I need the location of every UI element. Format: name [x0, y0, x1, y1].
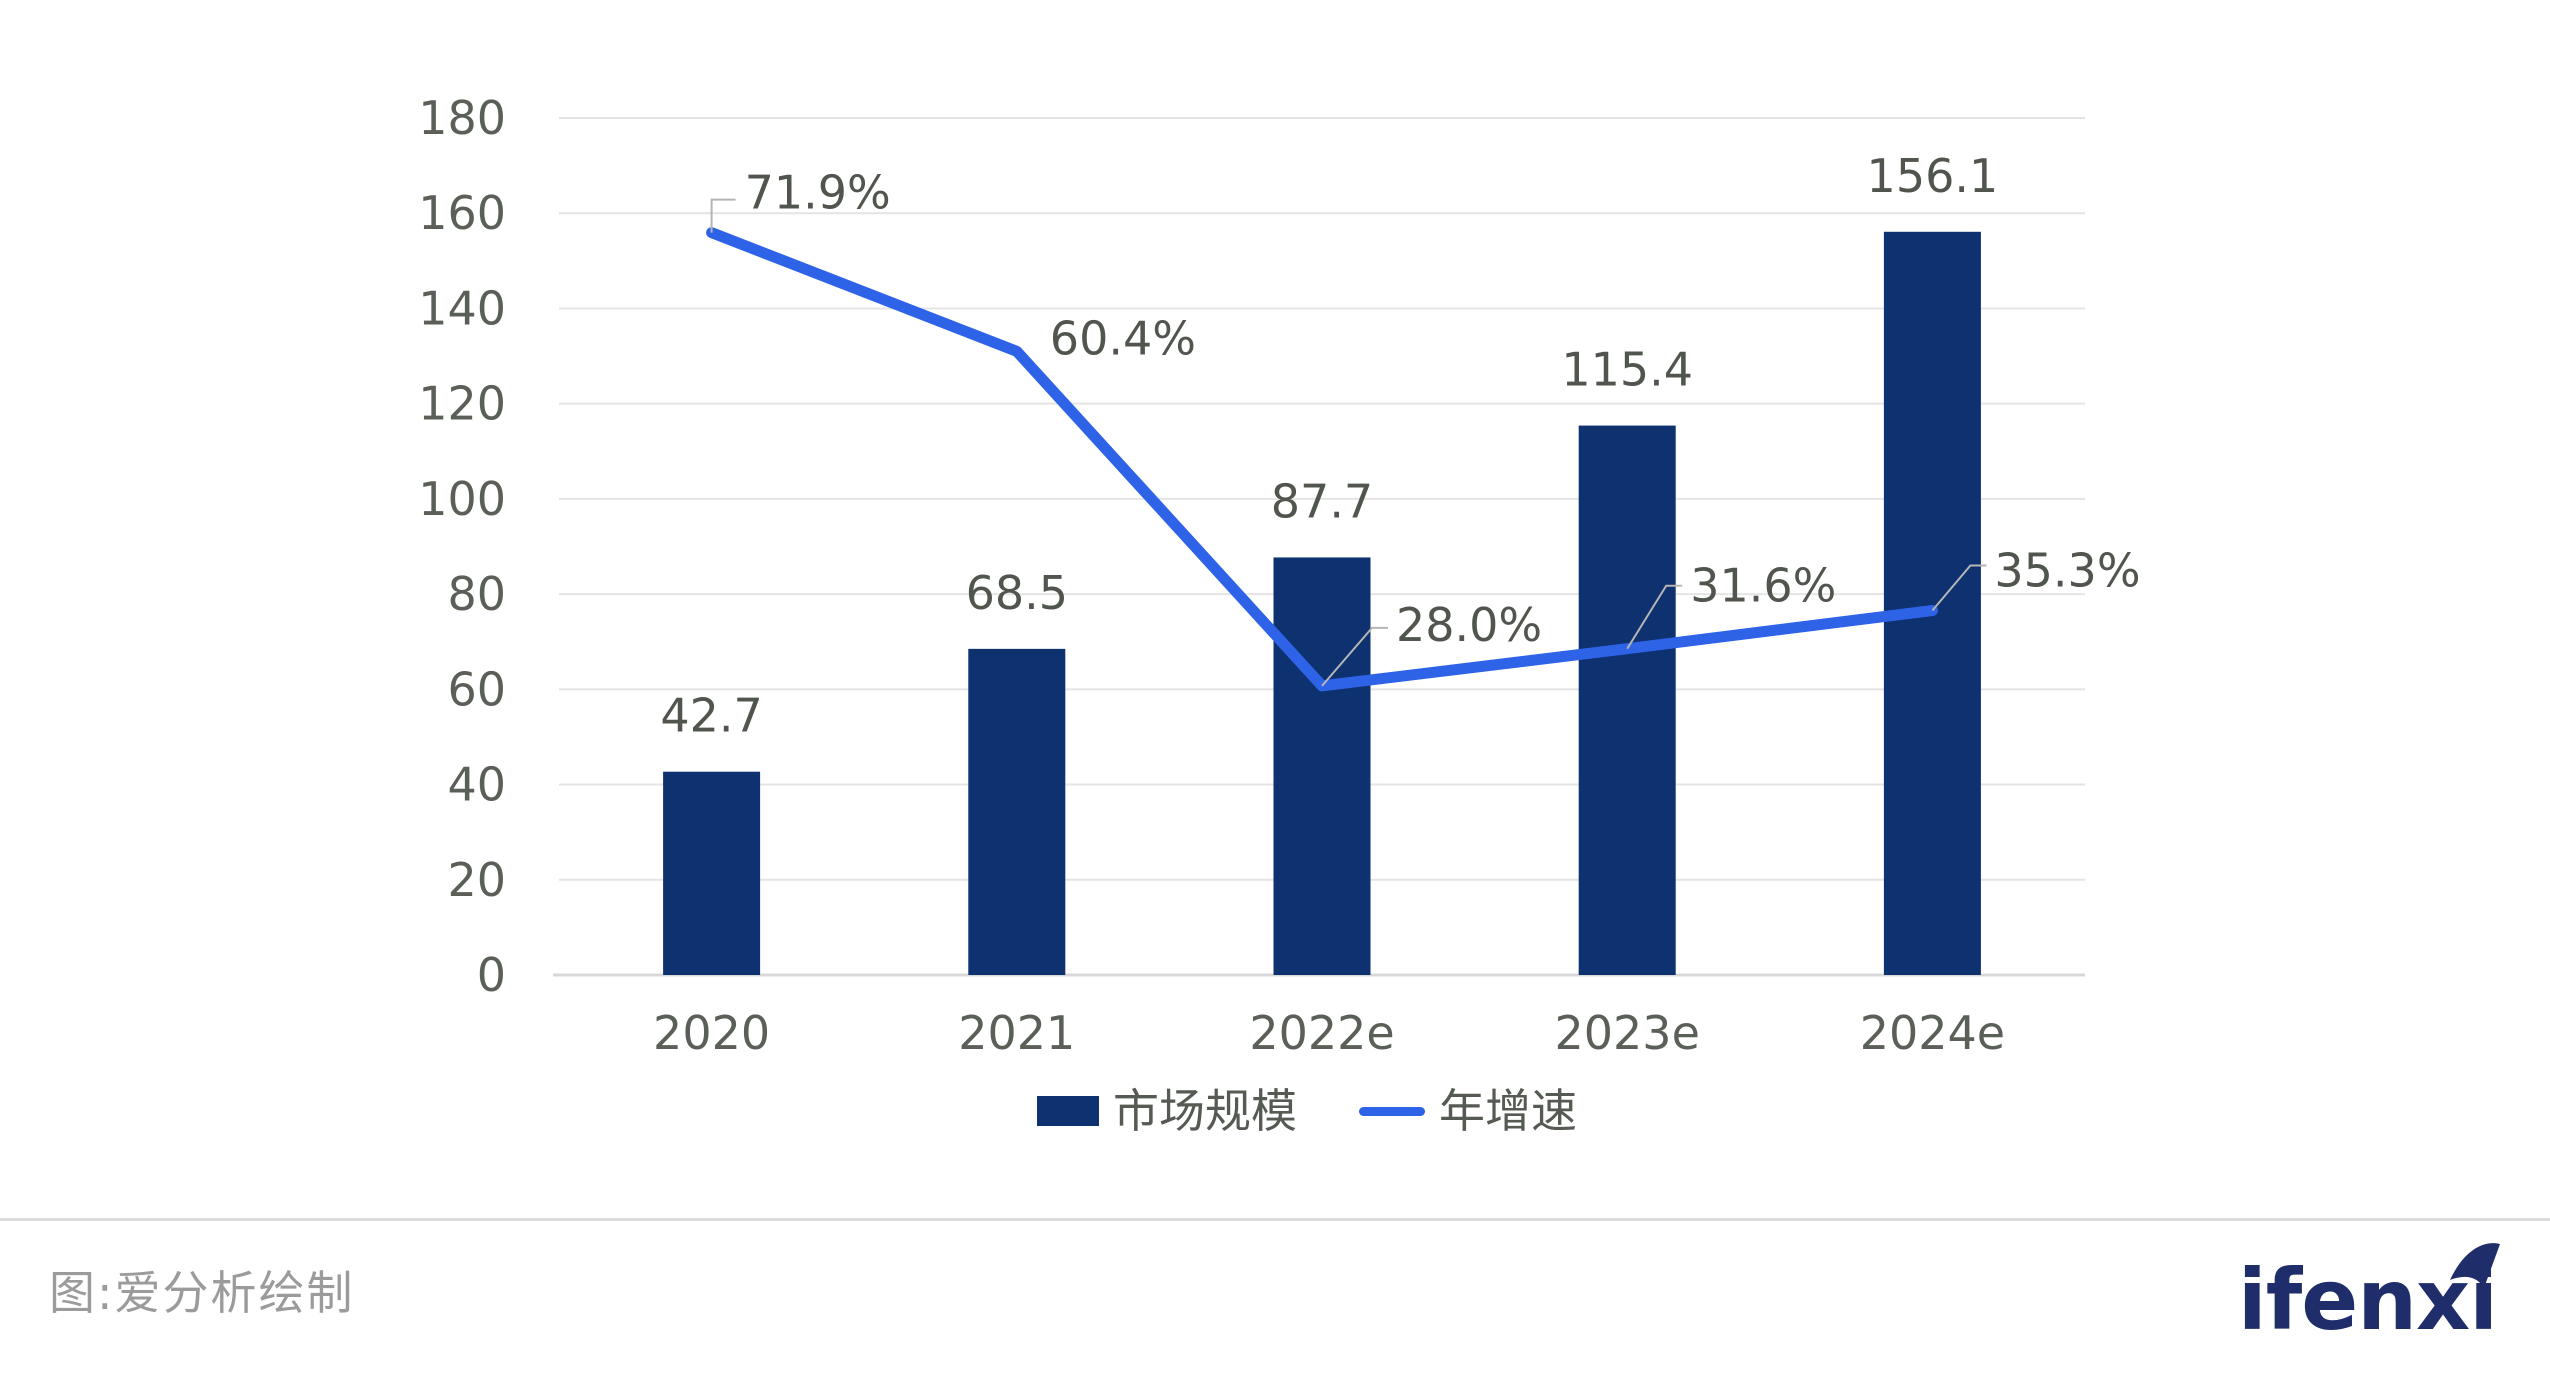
y-tick-label-60: 60 — [447, 662, 506, 716]
y-tick-label-0: 0 — [477, 948, 506, 1002]
bar-2022e — [1273, 557, 1371, 975]
footer-divider — [0, 1218, 2550, 1221]
market-size-growth-chart: 0 20 40 60 80 100 120 140 160 180 42.7 68.5 87.7 115.… — [418, 91, 2140, 1060]
bar-2021 — [968, 648, 1066, 975]
y-tick-label-140: 140 — [418, 281, 506, 335]
y-tick-label-80: 80 — [447, 567, 506, 621]
bar-value-label-2023e: 115.4 — [1561, 343, 1693, 397]
y-tick-label-180: 180 — [418, 91, 506, 145]
legend-item-market-size: 市场规模 — [1037, 1086, 1297, 1137]
chart-legend: 市场规模 年增速 — [1037, 1086, 1577, 1137]
source-caption: 图:爱分析绘制 — [49, 1266, 355, 1320]
growth-label-2023e: 31.6% — [1690, 559, 1836, 613]
bar-value-label-2020: 42.7 — [660, 689, 762, 743]
bar-2020 — [663, 771, 761, 975]
legend-bar-swatch-icon — [1037, 1096, 1099, 1127]
legend-label-market-size: 市场规模 — [1113, 1084, 1297, 1138]
growth-label-2020: 71.9% — [745, 166, 891, 220]
y-tick-label-40: 40 — [447, 758, 506, 812]
bar-value-label-2024e: 156.1 — [1867, 149, 1999, 203]
x-tick-label-2024e: 2024e — [1860, 1006, 2005, 1060]
ifenxi-logo-swoosh-icon — [2450, 1243, 2500, 1288]
growth-label-2022e: 28.0% — [1396, 598, 1542, 652]
bar-value-label-2022e: 87.7 — [1271, 474, 1373, 528]
bar-value-label-2021: 68.5 — [966, 566, 1068, 620]
legend-item-growth-rate: 年增速 — [1359, 1086, 1577, 1137]
y-tick-label-100: 100 — [418, 472, 506, 526]
y-tick-label-160: 160 — [418, 186, 506, 240]
y-tick-label-120: 120 — [418, 377, 506, 431]
leader-line-2020 — [710, 198, 736, 233]
x-tick-label-2023e: 2023e — [1555, 1006, 1700, 1060]
leader-line-2022e — [1321, 626, 1388, 687]
legend-label-growth-rate: 年增速 — [1439, 1084, 1577, 1138]
x-tick-label-2021: 2021 — [958, 1006, 1075, 1060]
bar-2024e — [1883, 231, 1981, 976]
legend-line-swatch-icon — [1359, 1106, 1425, 1116]
bar-2023e — [1578, 425, 1676, 976]
growth-label-2024e: 35.3% — [1994, 544, 2140, 598]
growth-label-2021: 60.4% — [1050, 311, 1196, 365]
x-tick-label-2020: 2020 — [653, 1006, 770, 1060]
leader-line-2023e — [1626, 584, 1683, 650]
y-tick-label-20: 20 — [447, 853, 506, 907]
x-tick-label-2022e: 2022e — [1249, 1006, 1394, 1060]
leader-line-2024e — [1931, 564, 1987, 612]
